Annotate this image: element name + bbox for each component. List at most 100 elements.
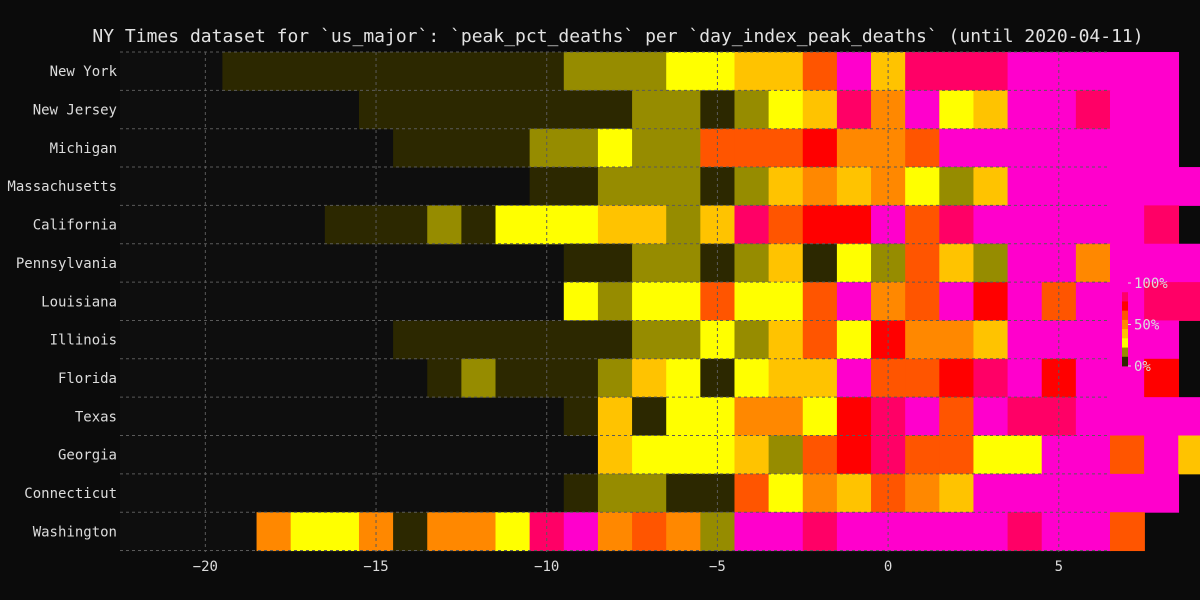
heatmap-cell: [802, 397, 838, 436]
heatmap-cell: [973, 397, 1009, 436]
heatmap-cell: [768, 52, 804, 91]
heatmap-cell: [324, 205, 360, 245]
heatmap-cell: [461, 320, 497, 360]
heatmap-cell: [836, 512, 872, 552]
heatmap-cell: [563, 128, 599, 168]
heatmap-cell: [734, 435, 770, 475]
heatmap-cell: [734, 243, 770, 283]
heatmap-cell: [939, 358, 975, 398]
heatmap-cell: [802, 320, 838, 360]
heatmap-cell: [461, 90, 497, 130]
heatmap-cell: [768, 512, 804, 552]
heatmap-cell: [1178, 435, 1200, 475]
heatmap-cell: [1007, 397, 1043, 436]
heatmap-cell: [905, 167, 941, 206]
heatmap-cell: [1178, 397, 1200, 436]
heatmap-cell: [222, 52, 258, 91]
heatmap-cell: [632, 167, 667, 206]
heatmap-cell: [905, 473, 941, 513]
heatmap-cell: [905, 243, 941, 283]
heatmap-cell: [802, 52, 838, 91]
heatmap-cell: [734, 167, 770, 206]
heatmap-cell: [734, 397, 770, 436]
heatmap-cell: [802, 167, 838, 206]
heatmap-cell: [802, 282, 838, 321]
heatmap-cell: [393, 90, 428, 130]
heatmap-cell: [1075, 243, 1111, 283]
heatmap-cell: [905, 52, 941, 91]
row-label: California: [33, 218, 117, 234]
heatmap-cell: [768, 358, 804, 398]
heatmap-cell: [495, 128, 531, 168]
heatmap-cell: [427, 358, 463, 398]
heatmap-cell: [734, 90, 770, 130]
heatmap-cell: [666, 435, 702, 475]
heatmap-cell: [734, 128, 770, 168]
colorbar-segment: [1122, 319, 1128, 330]
heatmap-cell: [632, 128, 667, 168]
heatmap-cell: [461, 128, 497, 168]
heatmap-cell: [597, 90, 633, 130]
heatmap-cell: [1007, 90, 1043, 130]
heatmap-cell: [768, 128, 804, 168]
heatmap-cell: [905, 205, 941, 245]
heatmap-cell: [802, 90, 838, 130]
heatmap-cell: [802, 358, 838, 398]
heatmap-cell: [802, 205, 838, 245]
heatmap-cell: [563, 52, 599, 91]
heatmap-cell: [836, 167, 872, 206]
heatmap-cell: [632, 52, 667, 91]
heatmap-cell: [1075, 320, 1111, 360]
x-tick-label: 5: [1055, 559, 1063, 575]
heatmap-cell: [1007, 512, 1043, 552]
heatmap-cell: [973, 435, 1009, 475]
heatmap-cell: [768, 243, 804, 283]
heatmap-cell: [1007, 320, 1043, 360]
row-labels: New York New Jersey Michigan Massachusetts C…: [7, 64, 117, 540]
heatmap-cell: [905, 128, 941, 168]
x-tick-labels: −20 −15 −10 −5 0 5: [193, 559, 1063, 575]
heatmap-cell: [324, 52, 360, 91]
heatmap-cell: [1075, 473, 1111, 513]
heatmap-cell: [1075, 167, 1111, 206]
heatmap-cell: [1007, 358, 1043, 398]
heatmap-cell: [632, 205, 667, 245]
heatmap-cell: [1075, 90, 1111, 130]
heatmap-cell: [666, 243, 702, 283]
heatmap-cell: [1144, 90, 1180, 130]
gridlines: [120, 51, 1110, 552]
heatmap-cell: [1178, 282, 1200, 321]
heatmap-cell: [939, 167, 975, 206]
row-label: Florida: [58, 371, 117, 387]
colorbar-tick-label: 100%: [1134, 276, 1168, 292]
heatmap-cell: [905, 512, 941, 552]
heatmap-cell: [1144, 320, 1180, 360]
heatmap-cell: [1110, 435, 1145, 475]
heatmap-cell: [1007, 205, 1043, 245]
heatmap-cell: [802, 512, 838, 552]
heatmap-cell: [1144, 358, 1180, 398]
heatmap-cell: [836, 205, 872, 245]
heatmap-cell: [597, 320, 633, 360]
heatmap-cell: [1075, 358, 1111, 398]
heatmap-cell: [1144, 205, 1180, 245]
heatmap-cell: [597, 243, 633, 283]
heatmap-cell: [836, 52, 872, 91]
chart-title: NY Times dataset for `us_major`: `peak_p…: [92, 26, 1143, 47]
heatmap-cell: [939, 397, 975, 436]
heatmap-cell: [632, 358, 667, 398]
heatmap-cell: [1144, 128, 1180, 168]
heatmap-cell: [734, 282, 770, 321]
heatmap-cell: [393, 512, 428, 552]
colorbar-segment: [1122, 329, 1128, 339]
heatmap-cell: [632, 90, 667, 130]
heatmap-cell: [427, 512, 463, 552]
heatmap-cell: [1041, 205, 1077, 245]
heatmap-cell: [563, 320, 599, 360]
heatmap-cell: [1144, 167, 1180, 206]
x-tick-label: −15: [363, 559, 388, 575]
heatmap-cell: [632, 282, 667, 321]
heatmap-cell: [871, 397, 906, 436]
heatmap-cell: [734, 52, 770, 91]
